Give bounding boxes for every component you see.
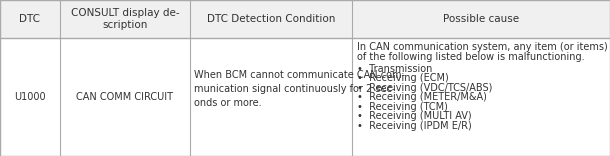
Bar <box>0 38 60 156</box>
Text: CAN COMM CIRCUIT: CAN COMM CIRCUIT <box>76 92 173 102</box>
Text: •  Receiving (IPDM E/R): • Receiving (IPDM E/R) <box>357 121 472 131</box>
Bar <box>352 38 610 156</box>
Text: DTC Detection Condition: DTC Detection Condition <box>207 14 335 24</box>
Text: When BCM cannot communicate CAN com-
munication signal continuously for 2 sec-
o: When BCM cannot communicate CAN com- mun… <box>194 70 405 108</box>
Bar <box>60 38 190 156</box>
Text: In CAN communication system, any item (or items): In CAN communication system, any item (o… <box>357 42 608 52</box>
Text: U1000: U1000 <box>14 92 46 102</box>
Bar <box>60 0 190 38</box>
Text: •  Transmission: • Transmission <box>357 64 432 74</box>
Text: •  Receiving (VDC/TCS/ABS): • Receiving (VDC/TCS/ABS) <box>357 83 492 93</box>
Bar <box>190 38 352 156</box>
Text: CONSULT display de-
scription: CONSULT display de- scription <box>71 8 179 30</box>
Bar <box>190 0 352 38</box>
Text: DTC: DTC <box>20 14 40 24</box>
Text: Possible cause: Possible cause <box>443 14 519 24</box>
Text: •  Receiving (MULTI AV): • Receiving (MULTI AV) <box>357 111 472 121</box>
Text: •  Receiving (METER/M&A): • Receiving (METER/M&A) <box>357 92 487 102</box>
Text: of the following listed below is malfunctioning.: of the following listed below is malfunc… <box>357 51 584 61</box>
Text: •  Receiving (ECM): • Receiving (ECM) <box>357 73 449 83</box>
Text: •  Receiving (TCM): • Receiving (TCM) <box>357 102 448 112</box>
Bar <box>352 0 610 38</box>
Bar <box>0 0 60 38</box>
